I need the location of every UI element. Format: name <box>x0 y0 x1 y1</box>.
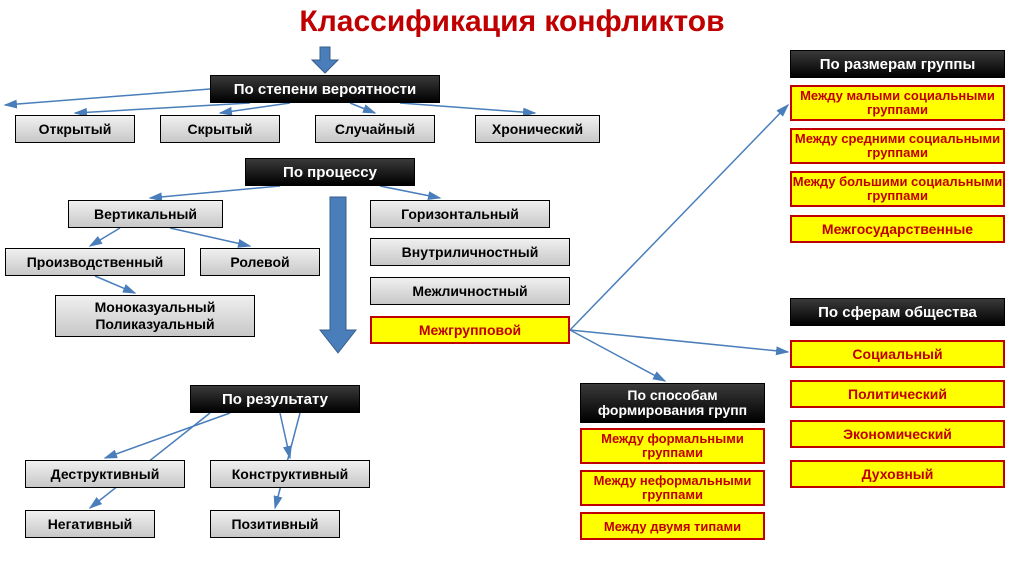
node-negative: Негативный <box>25 510 155 538</box>
node-intergroup: Межгрупповой <box>370 316 570 344</box>
header-society: По сферам общества <box>790 298 1005 326</box>
header-result: По результату <box>190 385 360 413</box>
node-two-types: Между двумя типами <box>580 512 765 540</box>
node-economic: Экономический <box>790 420 1005 448</box>
header-process: По процессу <box>245 158 415 186</box>
node-destructive: Деструктивный <box>25 460 185 488</box>
node-chronic: Хронический <box>475 115 600 143</box>
node-medium-groups: Между средними социальными группами <box>790 128 1005 164</box>
node-large-groups: Между большими социальными группами <box>790 171 1005 207</box>
header-probability: По степени вероятности <box>210 75 440 103</box>
node-role: Ролевой <box>200 248 320 276</box>
node-vertical: Вертикальный <box>68 200 223 228</box>
node-political: Политический <box>790 380 1005 408</box>
node-formal: Между формальными группами <box>580 428 765 464</box>
node-informal: Между неформальными группами <box>580 470 765 506</box>
node-spiritual: Духовный <box>790 460 1005 488</box>
node-intrapersonal: Внутриличностный <box>370 238 570 266</box>
node-production: Производственный <box>5 248 185 276</box>
main-title: Классификация конфликтов <box>200 5 824 39</box>
arrow-down-large-icon <box>318 195 358 355</box>
node-random: Случайный <box>315 115 435 143</box>
node-constructive: Конструктивный <box>210 460 370 488</box>
arrow-down-icon <box>310 45 340 75</box>
header-formation: По способам формирования групп <box>580 383 765 423</box>
header-group-size: По размерам группы <box>790 50 1005 78</box>
node-interpersonal: Межличностный <box>370 277 570 305</box>
node-small-groups: Между малыми социальными группами <box>790 85 1005 121</box>
node-horizontal: Горизонтальный <box>370 200 550 228</box>
node-open: Открытый <box>15 115 135 143</box>
node-positive: Позитивный <box>210 510 340 538</box>
node-interstate: Межгосударственные <box>790 215 1005 243</box>
node-social: Социальный <box>790 340 1005 368</box>
node-hidden: Скрытый <box>160 115 280 143</box>
node-mono-poly: Моноказуальный Поликазуальный <box>55 295 255 337</box>
